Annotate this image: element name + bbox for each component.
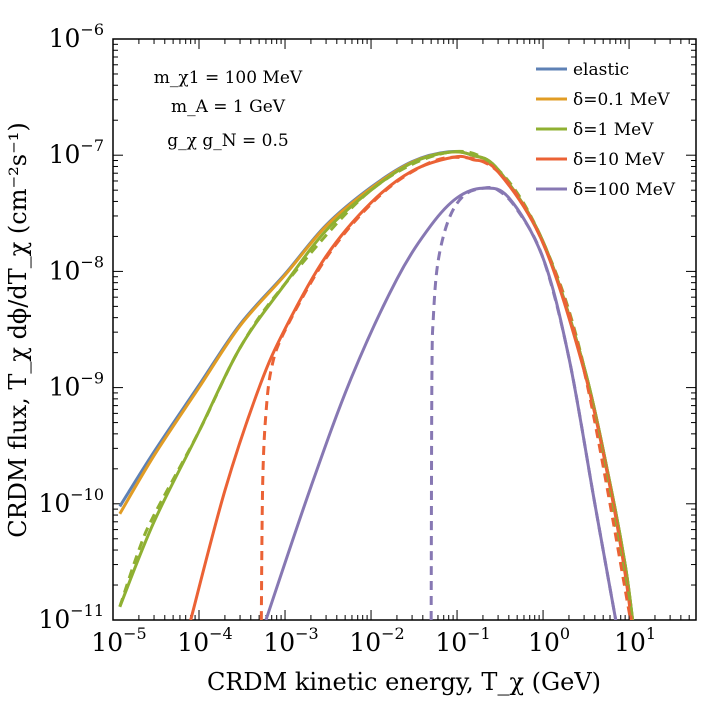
legend-label-delta-10: δ=10 MeV <box>573 150 665 170</box>
legend-label-delta-1: δ=1 MeV <box>573 120 654 140</box>
y-tick-label: 10−6 <box>49 20 104 53</box>
series-layer <box>118 149 635 620</box>
series-line--1-mev-dashed- <box>118 149 635 620</box>
x-tick-label: 10−5 <box>91 624 146 657</box>
x-tick-label: 10−4 <box>177 624 232 657</box>
series-line--10-mev <box>189 154 633 620</box>
x-tick-label: 100 <box>528 624 570 657</box>
axis-tick-labels: 10−5 10−4 10−3 10−2 10−1 100 101 10−11 10−10 10−9… <box>38 20 656 657</box>
legend-label-delta-0.1: δ=0.1 MeV <box>573 90 670 110</box>
legend-label-elastic: elastic <box>573 60 629 80</box>
annotation-coupling: g_χ g_N = 0.5 <box>167 131 288 151</box>
legend-label-delta-100: δ=100 MeV <box>573 180 676 200</box>
plot-frame <box>112 38 697 621</box>
y-tick-label: 10−7 <box>49 136 104 169</box>
x-tick-label: 10−3 <box>263 624 318 657</box>
annotation-ma: m_A = 1 GeV <box>171 97 286 117</box>
y-tick-label: 10−9 <box>49 369 104 402</box>
annotation-mchi1: m_χ1 = 100 MeV <box>154 68 303 88</box>
y-tick-label: 10−10 <box>38 485 104 518</box>
y-axis-title: CRDM flux, T_χ dϕ/dT_χ (cm⁻²s⁻¹) <box>4 122 32 538</box>
axis-ticks <box>112 38 697 621</box>
parameter-annotations: m_χ1 = 100 MeV m_A = 1 GeV g_χ g_N = 0.5 <box>154 68 303 151</box>
series-line--100-mev-dashed- <box>429 185 618 620</box>
x-tick-label: 101 <box>614 624 656 657</box>
x-tick-label: 10−1 <box>435 624 490 657</box>
x-tick-label: 10−2 <box>349 624 404 657</box>
y-tick-label: 10−8 <box>49 252 104 285</box>
series-line--10-mev-dashed- <box>259 155 633 620</box>
x-axis-title: CRDM kinetic energy, T_χ (GeV) <box>207 668 601 696</box>
series-line-elastic <box>118 149 635 620</box>
legend: elastic δ=0.1 MeV δ=1 MeV δ=10 MeV δ=100… <box>536 60 676 200</box>
y-tick-label: 10−11 <box>38 601 104 634</box>
